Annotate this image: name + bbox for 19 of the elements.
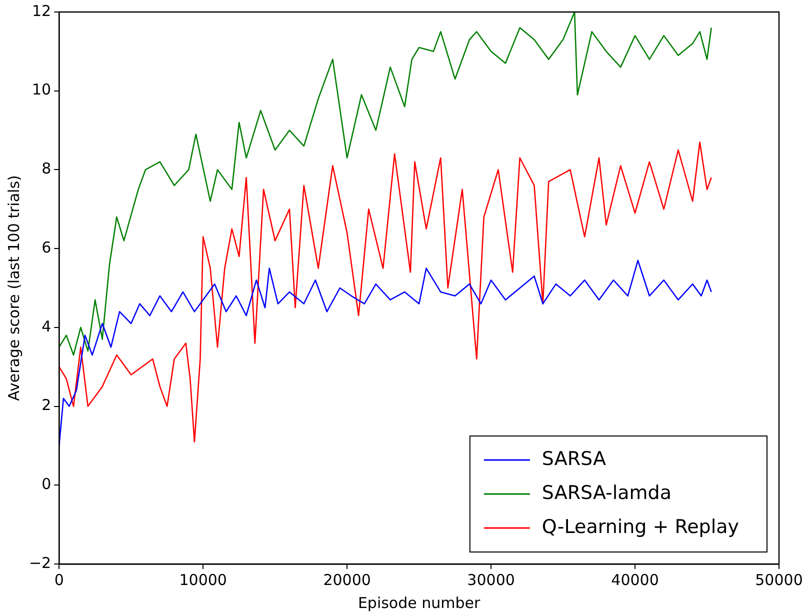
y-tick-label: 12 (32, 2, 52, 20)
legend-label: Q-Learning + Replay (542, 516, 740, 538)
y-tick-label: 8 (42, 160, 52, 178)
y-axis-title: Average score (last 100 trials) (4, 175, 23, 401)
x-tick-label: 30000 (467, 570, 515, 589)
y-tick-label: 0 (42, 475, 52, 494)
y-tick-label: 10 (32, 80, 52, 99)
y-tick-label: 2 (42, 396, 52, 414)
y-tick-label: 6 (42, 238, 52, 256)
x-tick-label: 50000 (755, 570, 803, 589)
legend-label: SARSA (542, 448, 606, 470)
legend-label: SARSA-lamda (542, 482, 672, 504)
y-tick-label: 4 (42, 317, 52, 336)
x-tick-label: 20000 (323, 570, 371, 589)
y-tick-label: −2 (28, 554, 52, 572)
x-axis-title: Episode number (358, 594, 481, 612)
x-tick-label: 10000 (179, 570, 227, 589)
x-tick-label: 0 (54, 570, 64, 589)
x-tick-label: 40000 (611, 570, 659, 589)
